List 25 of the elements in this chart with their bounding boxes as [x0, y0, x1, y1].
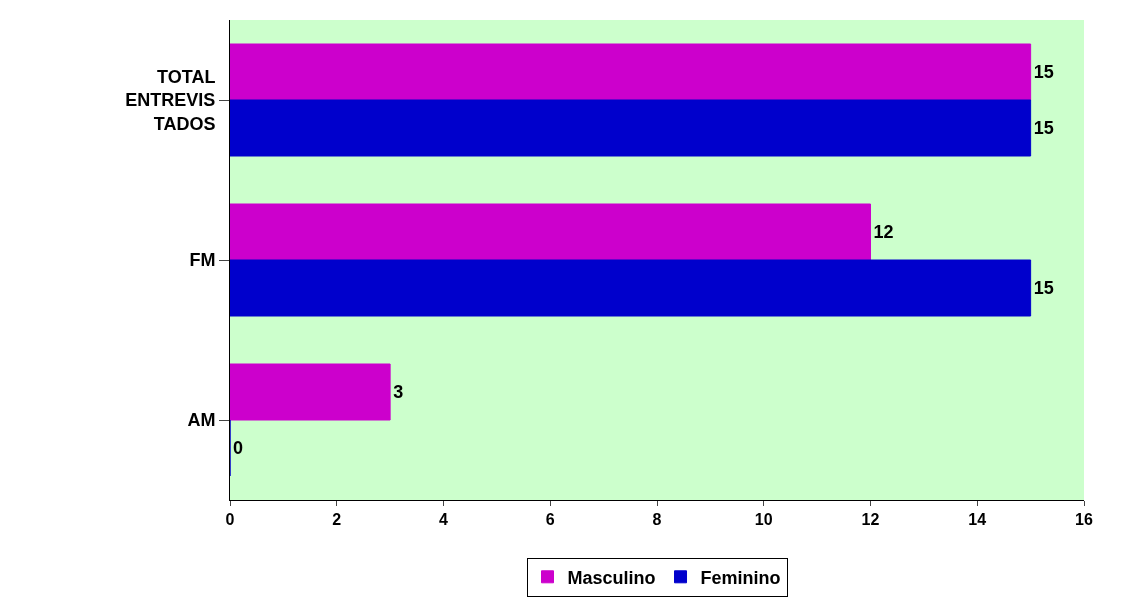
data-label: 15 [1033, 62, 1054, 82]
x-tick-label: 4 [439, 511, 449, 529]
data-label: 15 [1033, 278, 1054, 298]
y-tick-label: FM [189, 250, 216, 271]
data-label: 15 [1033, 118, 1054, 138]
bar [230, 259, 1032, 317]
x-tick-label: 10 [754, 511, 773, 529]
legend-label: Masculino [567, 567, 656, 588]
data-label: 12 [873, 222, 894, 242]
x-tick-label: 14 [968, 511, 987, 529]
y-tick-label: AM [187, 410, 216, 431]
y-tick-label: TOTAL ENTREVIS TADOS [125, 66, 216, 134]
bar [230, 203, 871, 261]
x-tick-label: 16 [1075, 511, 1093, 529]
legend-label: Feminino [700, 567, 781, 588]
bar [230, 99, 1032, 157]
x-tick-label: 6 [545, 511, 555, 529]
bar [230, 43, 1032, 101]
data-label: 0 [233, 438, 244, 458]
bar [230, 363, 391, 421]
x-tick-label: 2 [332, 511, 342, 529]
data-label: 3 [393, 382, 404, 402]
x-tick-label: 8 [652, 511, 662, 529]
x-tick-label: 0 [225, 511, 235, 529]
x-tick-label: 12 [861, 511, 880, 529]
